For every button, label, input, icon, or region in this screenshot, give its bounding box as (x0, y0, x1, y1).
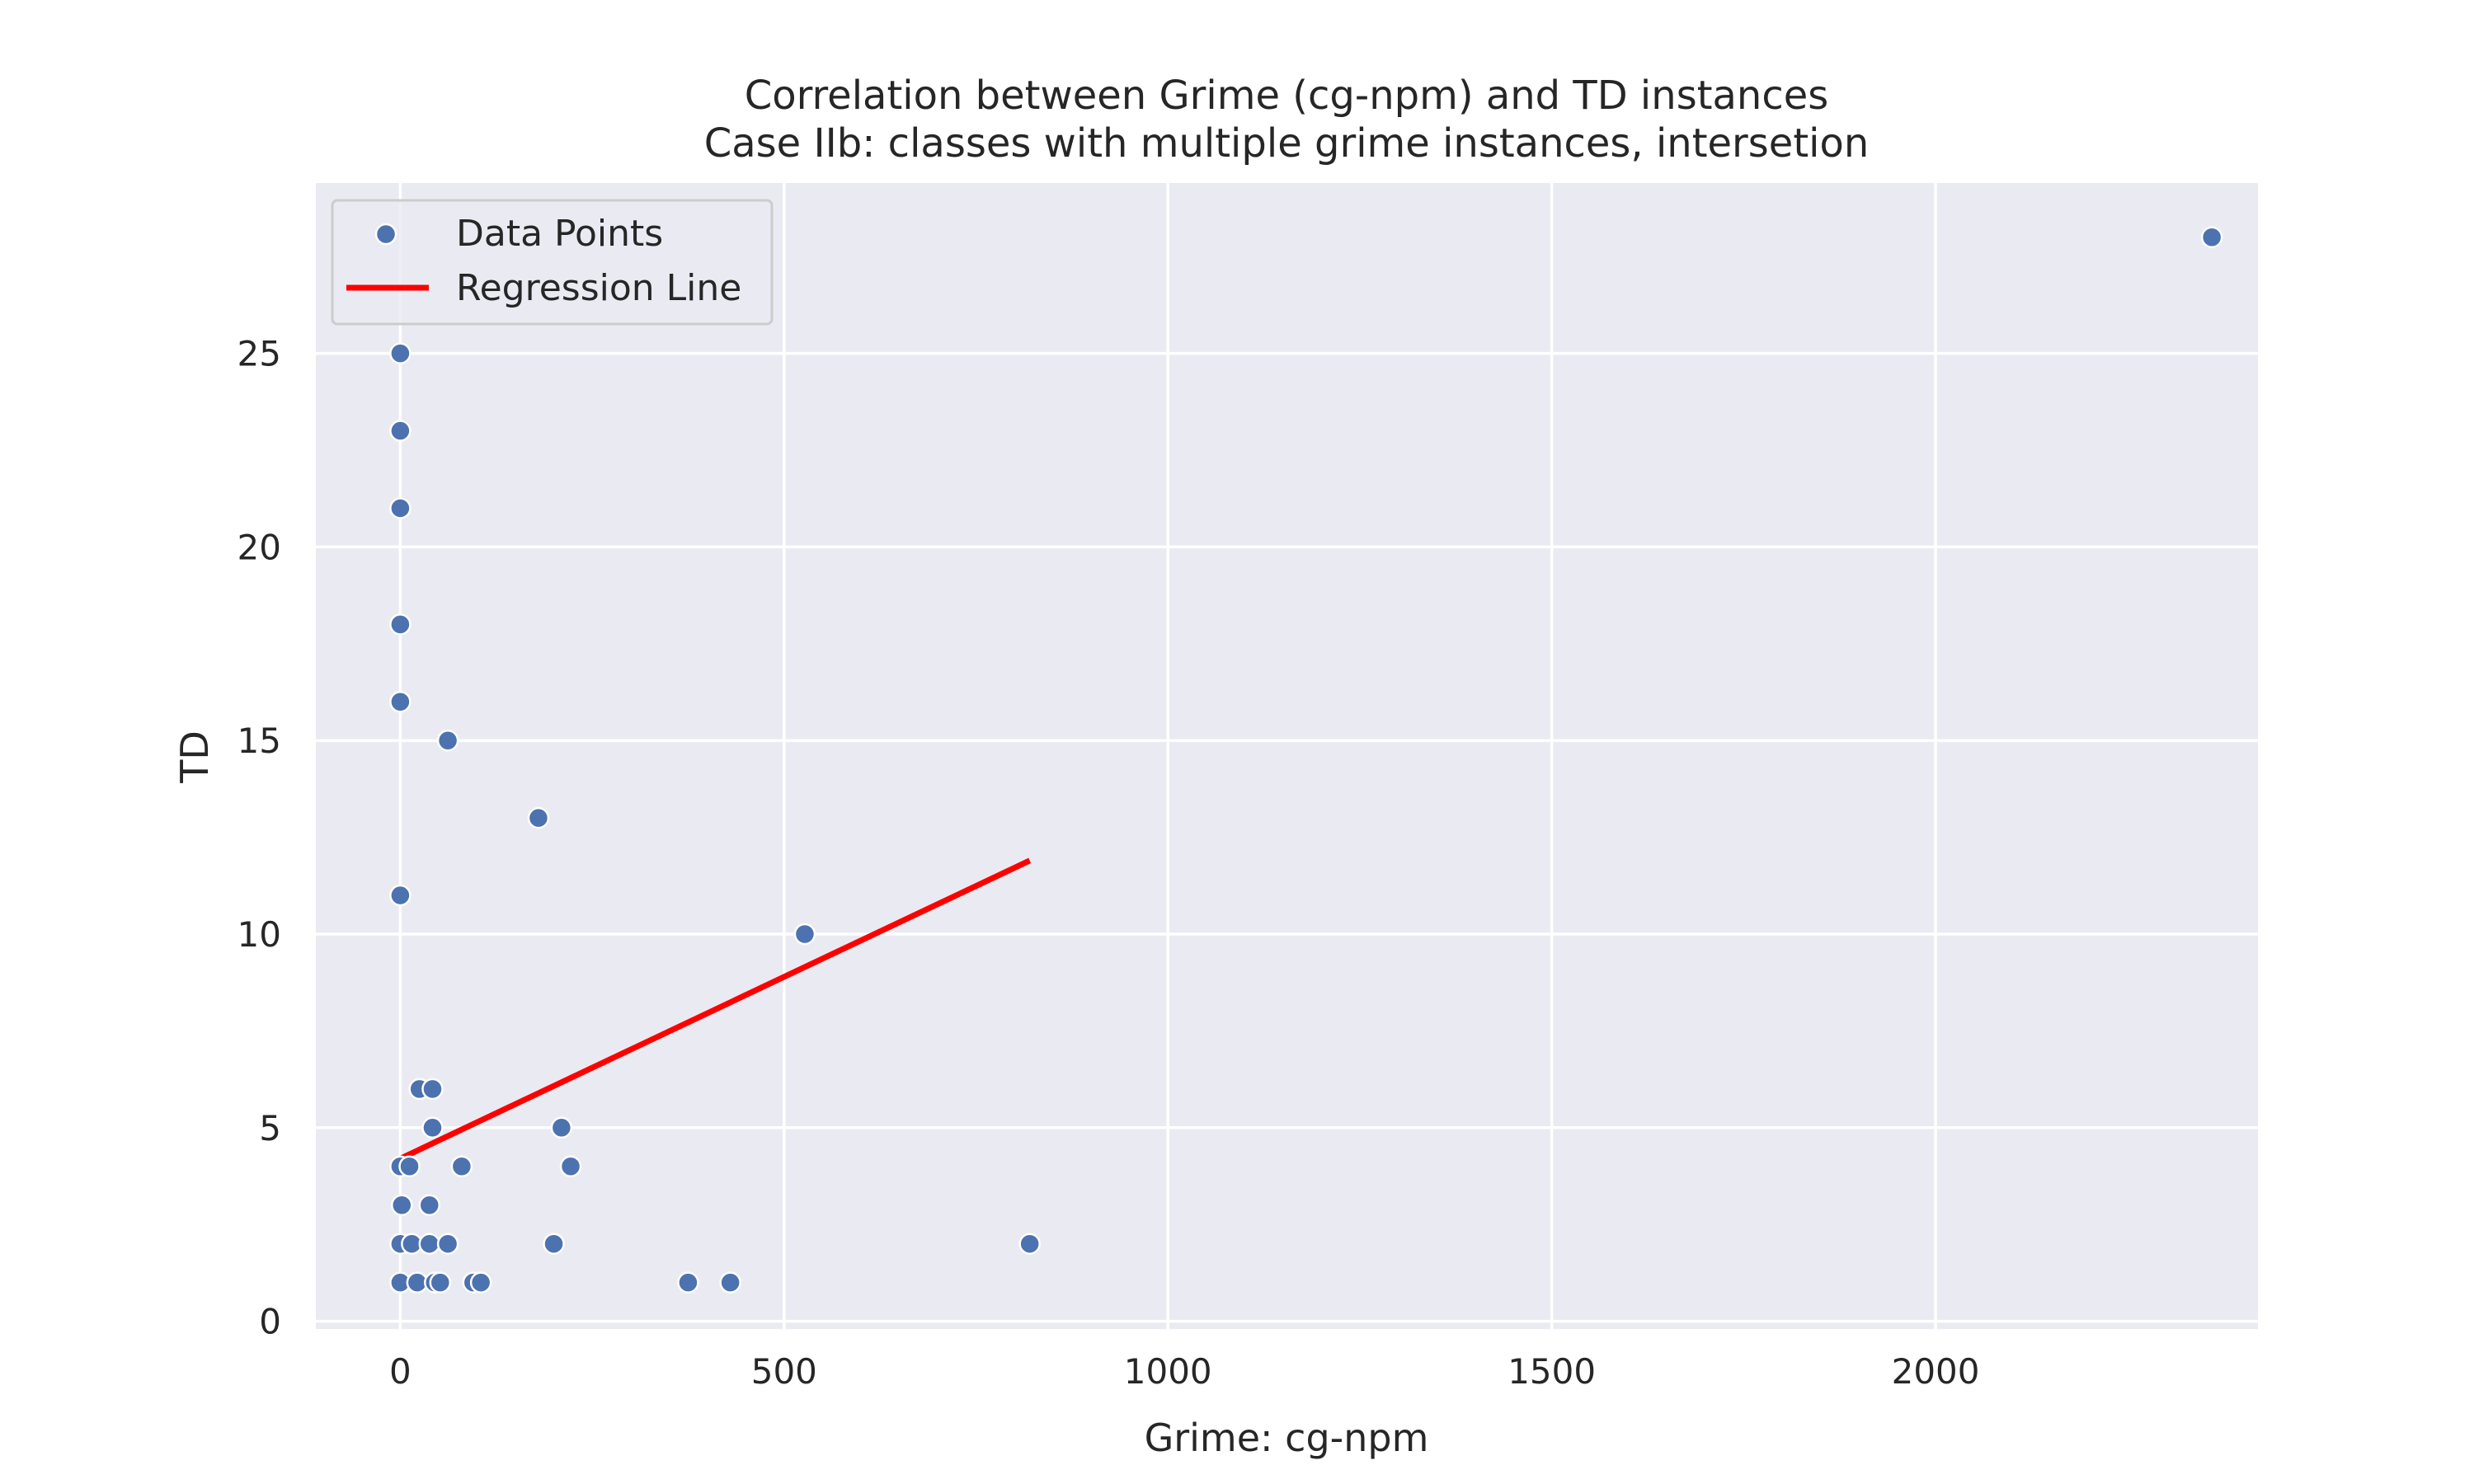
data-point (436, 729, 459, 752)
data-point (398, 1155, 421, 1178)
x-axis-label: Grime: cg-npm (1145, 1416, 1429, 1460)
data-point (391, 1194, 413, 1216)
data-point (719, 1271, 741, 1294)
data-point (436, 1233, 459, 1255)
regression-line-layer (398, 857, 1032, 1162)
y-tick-label: 10 (238, 914, 281, 955)
data-point (677, 1271, 699, 1294)
data-point (1018, 1233, 1041, 1255)
x-tick-label: 1500 (1507, 1351, 1596, 1392)
plot-area (316, 183, 2258, 1329)
y-tick-label: 20 (238, 527, 281, 567)
data-point (421, 1078, 444, 1101)
y-tick-label: 0 (259, 1302, 281, 1342)
data-point (550, 1116, 573, 1139)
data-point (389, 691, 412, 713)
data-point (429, 1271, 452, 1294)
chart-subtitle: Case IIb: classes with multiple grime in… (704, 120, 1870, 167)
tick-labels: 0 500 1000 1500 2000 0 5 10 15 20 25 (238, 334, 1980, 1392)
legend: Data Points Regression Line (331, 199, 774, 326)
data-points-layer (389, 226, 2223, 1294)
grid (316, 183, 2258, 1329)
x-tick-label: 0 (389, 1351, 412, 1392)
data-point (421, 1116, 444, 1139)
data-point (527, 806, 550, 829)
regression-line (398, 857, 1032, 1162)
data-point (418, 1233, 441, 1255)
x-tick-label: 1000 (1124, 1351, 1212, 1392)
data-point (2200, 226, 2223, 248)
chart-title: Correlation between Grime (cg-npm) and T… (745, 73, 1829, 119)
y-tick-label: 15 (238, 721, 281, 761)
data-point (559, 1155, 582, 1178)
legend-box (331, 199, 774, 326)
data-point (450, 1155, 473, 1178)
data-point (469, 1271, 492, 1294)
data-point (418, 1194, 441, 1216)
data-point (389, 342, 412, 364)
data-point (389, 884, 412, 907)
y-tick-label: 5 (259, 1108, 281, 1148)
data-point (389, 497, 412, 519)
legend-label-data-points: Data Points (456, 213, 663, 255)
y-axis-label: TD (172, 730, 217, 784)
x-tick-label: 2000 (1892, 1351, 1980, 1392)
data-point (389, 420, 412, 442)
legend-marker-data-points (374, 223, 397, 246)
legend-label-regression-line: Regression Line (456, 267, 741, 309)
data-point (793, 923, 816, 946)
y-tick-label: 25 (238, 334, 281, 374)
x-tick-label: 500 (751, 1351, 817, 1392)
data-point (389, 613, 412, 636)
data-point (543, 1233, 565, 1255)
